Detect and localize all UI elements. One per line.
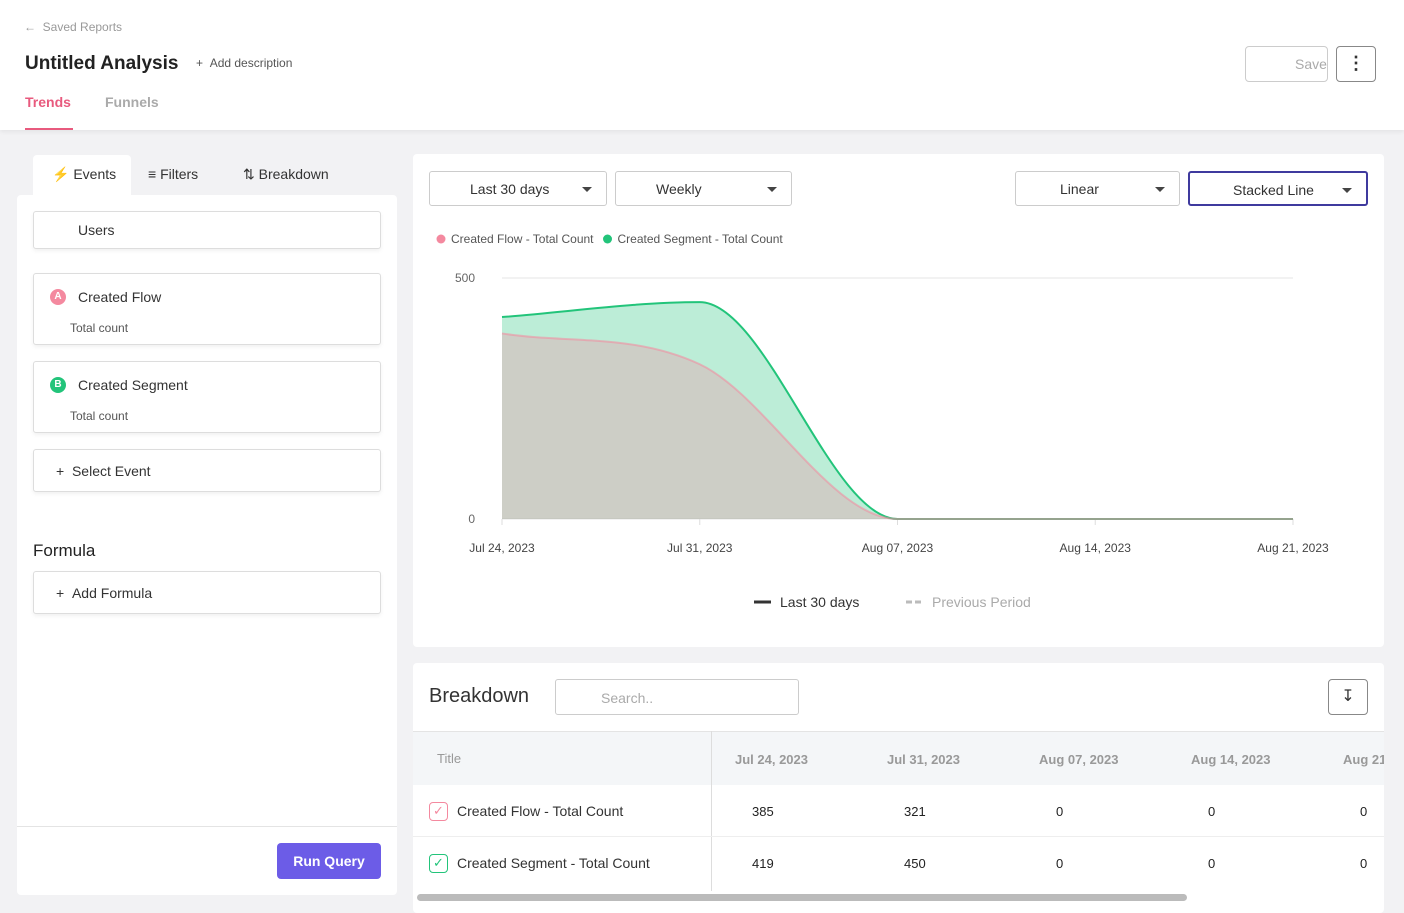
- cell: 419: [752, 856, 774, 871]
- users-text[interactable]: Users: [78, 222, 115, 238]
- header: ← Saved Reports Untitled Analysis + Add …: [0, 0, 1404, 130]
- event-card[interactable]: A Created Flow Total count: [33, 273, 381, 345]
- back-link[interactable]: ← Saved Reports: [24, 20, 123, 34]
- download-button[interactable]: ↧: [1328, 679, 1368, 715]
- add-formula-text[interactable]: Add Formula: [71, 585, 153, 601]
- save-button[interactable]: Save: [1245, 46, 1328, 82]
- dropdown-text[interactable]: Weekly: [656, 181, 702, 197]
- add-description[interactable]: + Add description: [196, 56, 293, 70]
- column-title: Title: [437, 751, 462, 766]
- interval-dropdown[interactable]: Weekly: [615, 171, 792, 206]
- event-card[interactable]: B Created Segment Total count: [33, 361, 381, 433]
- cell: 0: [1360, 856, 1368, 871]
- cell: 450: [904, 856, 926, 871]
- cell: 385: [752, 804, 774, 819]
- save-text[interactable]: Save: [1295, 56, 1327, 72]
- checkbox[interactable]: ✓: [429, 802, 448, 821]
- cell: 0: [1056, 804, 1064, 819]
- cell: 0: [1360, 804, 1368, 819]
- panel-tab[interactable]: ≡ Filters: [148, 166, 199, 182]
- event-sub: Total count: [70, 409, 129, 423]
- tab-active-bg: [33, 155, 131, 196]
- panel-tab-text[interactable]: Events: [73, 166, 117, 182]
- users-select[interactable]: Users: [33, 211, 381, 249]
- divider: [17, 826, 397, 827]
- select-event-text[interactable]: Select Event: [71, 463, 151, 479]
- panel-tab-text[interactable]: Filters: [160, 166, 199, 182]
- add-formula[interactable]: + Add Formula: [33, 571, 381, 614]
- column-header: Jul 24, 2023: [735, 752, 808, 767]
- scrollbar[interactable]: [417, 894, 1187, 901]
- row-title: Created Flow - Total Count: [457, 803, 624, 819]
- event-name: Created Segment: [78, 377, 188, 393]
- row-title: Created Segment - Total Count: [457, 855, 650, 871]
- panel-tab-text[interactable]: Breakdown: [258, 166, 329, 182]
- more-button[interactable]: ⋮: [1336, 46, 1376, 82]
- event-name: Created Flow: [78, 289, 162, 305]
- cell: 0: [1208, 856, 1216, 871]
- dropdown-text[interactable]: Last 30 days: [470, 181, 550, 197]
- tab-trends[interactable]: Trends: [25, 94, 73, 130]
- formula-title: Formula: [33, 541, 96, 560]
- column-header: Aug 21, 2023: [1343, 752, 1384, 767]
- tab-funnels[interactable]: Funnels: [105, 94, 159, 110]
- scale-dropdown[interactable]: Linear: [1015, 171, 1180, 206]
- breakdown-title: Breakdown: [429, 685, 530, 707]
- dropdown-text[interactable]: Linear: [1060, 181, 1099, 197]
- style-dropdown[interactable]: Stacked Line: [1188, 171, 1368, 206]
- cell: 0: [1208, 804, 1216, 819]
- title: Untitled Analysis: [25, 53, 179, 74]
- column-divider: [711, 731, 712, 891]
- table-header: [413, 731, 1384, 785]
- checkbox[interactable]: ✓: [429, 854, 448, 873]
- back-text[interactable]: Saved Reports: [42, 20, 123, 34]
- breakdown-card: Breakdown Search.. ↧ Title Jul 24, 2023 J…: [413, 663, 1384, 913]
- search-placeholder[interactable]: Search..: [601, 690, 654, 706]
- column-header: Aug 14, 2023: [1191, 752, 1271, 767]
- column-header: Aug 07, 2023: [1039, 752, 1119, 767]
- chart-card: [413, 154, 1384, 647]
- cell: 0: [1056, 856, 1064, 871]
- dropdown-text[interactable]: Stacked Line: [1233, 182, 1314, 198]
- badge: A: [50, 289, 66, 305]
- run-query[interactable]: Run Query: [277, 843, 381, 879]
- panel-tab[interactable]: ⇅ Breakdown: [243, 166, 329, 182]
- panel-tab[interactable]: ⚡ Events: [52, 166, 117, 182]
- event-sub: Total count: [70, 321, 129, 335]
- badge: B: [50, 377, 66, 393]
- range-dropdown[interactable]: Last 30 days: [429, 171, 607, 206]
- column-header: Jul 31, 2023: [887, 752, 960, 767]
- select-event[interactable]: + Select Event: [33, 449, 381, 492]
- search-input[interactable]: Search..: [555, 679, 799, 715]
- cell: 321: [904, 804, 926, 819]
- row-divider: [413, 836, 1384, 837]
- add-description-text[interactable]: Add description: [209, 56, 293, 70]
